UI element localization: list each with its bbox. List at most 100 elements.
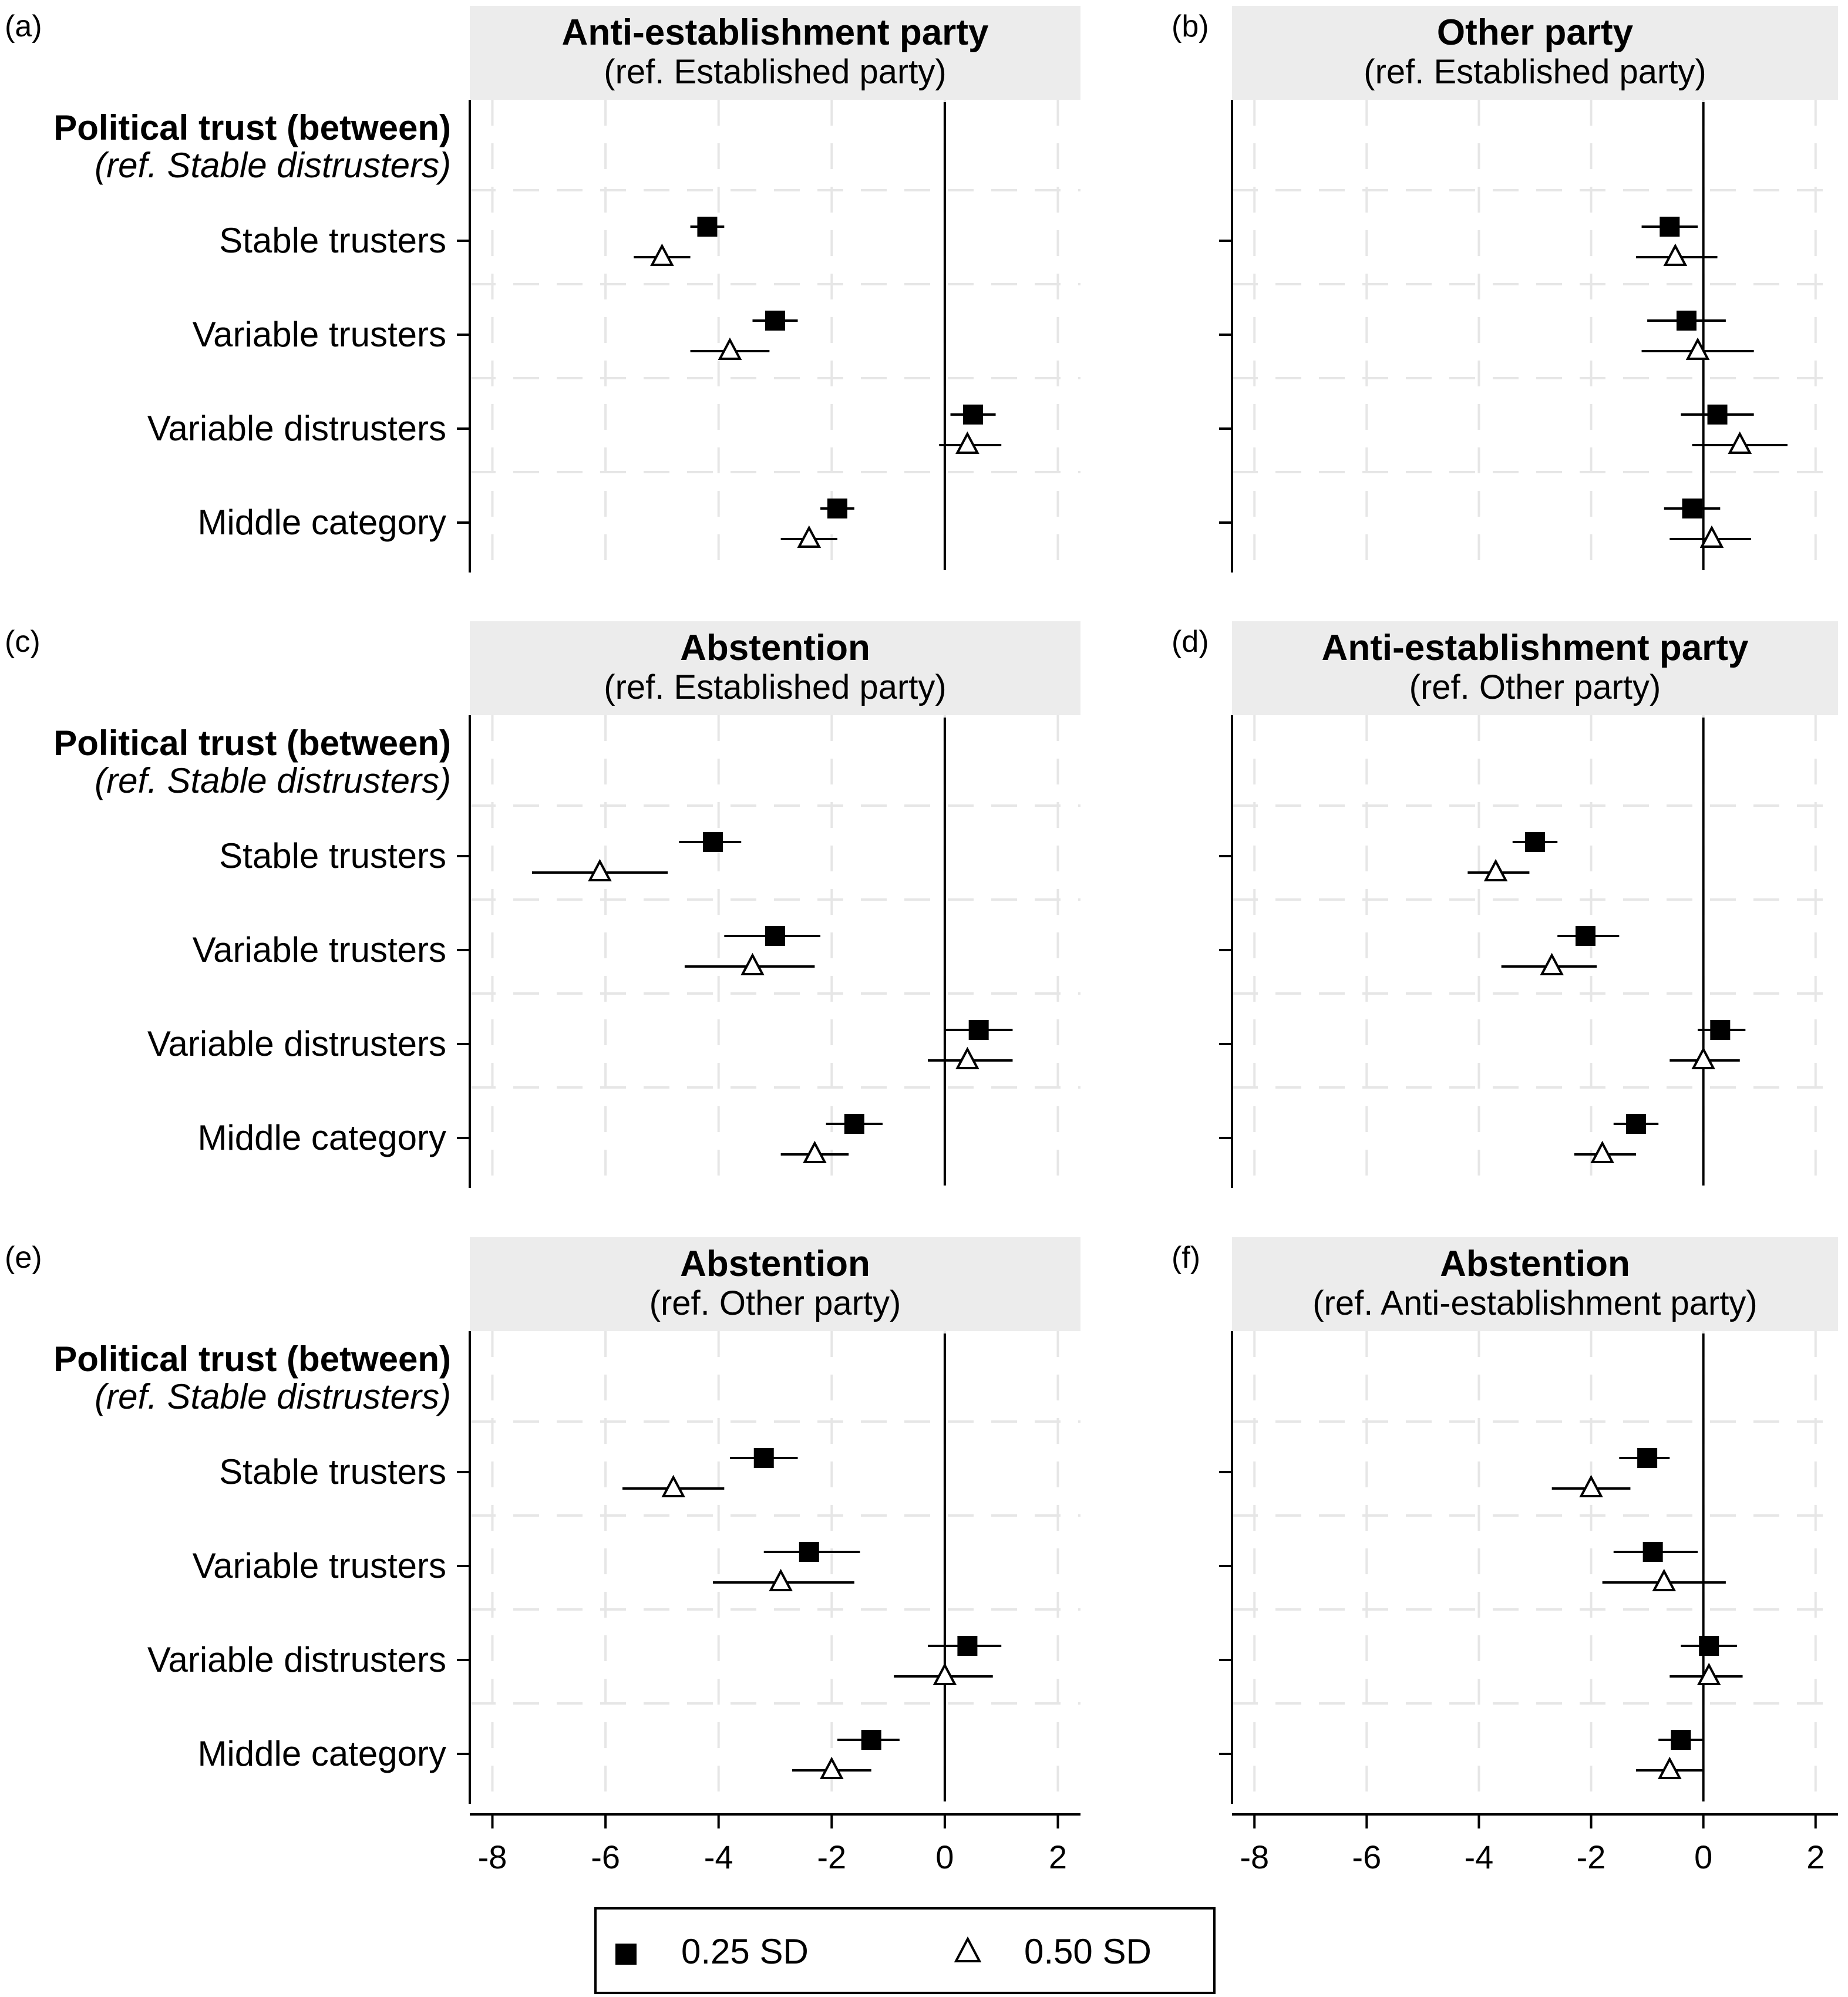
x-tick-label: -8: [1240, 1838, 1269, 1875]
panel-letter: (d): [1172, 625, 1209, 659]
point-marker-square: [697, 217, 718, 237]
panel-header-strip: [470, 621, 1080, 715]
point-marker-square: [1637, 1448, 1658, 1468]
point-marker-triangle: [797, 525, 822, 548]
panel-letter: (e): [5, 1241, 42, 1275]
point-marker-square: [1682, 499, 1702, 518]
x-tick-label: -8: [478, 1838, 507, 1875]
point-marker-triangle: [740, 952, 765, 975]
panel-title: Anti-establishment party: [1322, 628, 1749, 668]
y-group-label: Political trust (between): [53, 108, 451, 147]
point-marker-square: [799, 1542, 819, 1562]
point-marker-square: [1710, 1020, 1731, 1040]
y-tick-label: Variable trusters: [193, 930, 446, 969]
panel-letter: (c): [5, 625, 41, 659]
panel-title: Abstention: [680, 628, 870, 668]
x-tick-label: 0: [1694, 1838, 1712, 1875]
point-marker-square: [827, 499, 847, 518]
legend-square-marker: [615, 1944, 637, 1965]
point-marker-square: [1660, 217, 1680, 237]
panel-title: Abstention: [1440, 1244, 1630, 1284]
point-marker-square: [957, 1636, 978, 1656]
panel-title: Anti-establishment party: [562, 12, 989, 53]
point-marker-triangle: [955, 431, 979, 454]
y-tick-label: Variable trusters: [193, 315, 446, 354]
legend: 0.25 SD 0.50 SD: [594, 1907, 1216, 1994]
panel-subtitle: (ref. Other party): [1409, 668, 1661, 706]
panel-header-strip: [1232, 1237, 1838, 1331]
y-tick-label: Variable distrusters: [147, 1640, 446, 1679]
panel-subtitle: (ref. Established party): [604, 53, 946, 91]
point-marker-square: [1677, 311, 1696, 331]
point-marker-square: [1626, 1114, 1646, 1134]
panel-header-strip: [470, 6, 1080, 100]
panel-header-strip: [470, 1237, 1080, 1331]
point-marker-square: [1707, 405, 1728, 425]
point-marker-triangle: [1663, 243, 1688, 266]
y-tick-label: Variable distrusters: [147, 1024, 446, 1063]
point-marker-triangle: [1652, 1568, 1677, 1591]
y-tick-label: Variable distrusters: [147, 409, 446, 448]
panel-letter: (b): [1172, 9, 1209, 43]
point-marker-square: [765, 926, 785, 946]
panel-subtitle: (ref. Established party): [604, 668, 946, 706]
panel-letter: (f): [1172, 1241, 1200, 1275]
x-tick-label: 2: [1049, 1838, 1067, 1875]
x-tick-label: -2: [817, 1838, 846, 1875]
panel-a: (a) Anti-establishment party(ref. Establi…: [5, 6, 1080, 573]
x-tick-label: -4: [704, 1838, 733, 1875]
point-marker-square: [861, 1730, 881, 1750]
point-marker-triangle: [1658, 1756, 1682, 1779]
y-tick-label: Stable trusters: [219, 1452, 446, 1491]
point-marker-square: [1576, 926, 1595, 946]
point-marker-triangle: [803, 1140, 827, 1163]
legend-triangle-marker: [954, 1936, 982, 1962]
y-tick-label: Middle category: [197, 503, 446, 542]
point-marker-triangle: [933, 1662, 957, 1685]
point-marker-square: [968, 1020, 989, 1040]
point-marker-triangle: [1699, 525, 1724, 548]
point-marker-square: [703, 832, 723, 852]
panel-c: (c) Abstention(ref. Established party) Pol…: [5, 621, 1080, 1188]
x-tick-label: 0: [935, 1838, 954, 1875]
y-group-label: Political trust (between): [53, 1339, 451, 1379]
point-marker-triangle: [1590, 1140, 1614, 1163]
point-marker-triangle: [661, 1474, 685, 1497]
panel-title: Abstention: [680, 1244, 870, 1284]
x-tick-label: -4: [1465, 1838, 1494, 1875]
point-marker-triangle: [1685, 337, 1710, 360]
point-marker-square: [1699, 1636, 1719, 1656]
y-tick-label: Variable trusters: [193, 1546, 446, 1585]
point-marker-triangle: [1728, 431, 1752, 454]
point-marker-triangle: [1691, 1046, 1715, 1069]
x-tick-label: -2: [1577, 1838, 1606, 1875]
y-group-ref-label: (ref. Stable distrusters): [95, 1377, 451, 1416]
legend-label-050: 0.50 SD: [1024, 1932, 1152, 1971]
point-marker-square: [1671, 1730, 1691, 1750]
panel-header-strip: [1232, 621, 1838, 715]
y-tick-label: Middle category: [197, 1118, 446, 1157]
panel-f: (f) Abstention(ref. Anti-establishment pa…: [1172, 1237, 1838, 1875]
point-marker-triangle: [718, 337, 742, 360]
point-marker-triangle: [1579, 1474, 1603, 1497]
panel-subtitle: (ref. Anti-establishment party): [1312, 1284, 1758, 1322]
y-group-label: Political trust (between): [53, 723, 451, 763]
point-marker-triangle: [1696, 1662, 1721, 1685]
point-marker-square: [1525, 832, 1545, 852]
panel-header-strip: [1232, 6, 1838, 100]
point-marker-square: [963, 405, 984, 425]
y-group-ref-label: (ref. Stable distrusters): [95, 761, 451, 800]
panels: (a) Anti-establishment party(ref. Establi…: [5, 6, 1838, 1875]
panel-letter: (a): [5, 9, 42, 43]
panel-subtitle: (ref. Other party): [649, 1284, 901, 1322]
x-tick-label: -6: [591, 1838, 620, 1875]
point-marker-triangle: [819, 1756, 844, 1779]
legend-label-025: 0.25 SD: [681, 1932, 809, 1971]
point-marker-triangle: [1483, 858, 1508, 881]
point-marker-triangle: [650, 243, 674, 266]
point-marker-square: [765, 311, 785, 331]
panel-b: (b) Other party(ref. Established party): [1172, 6, 1838, 573]
x-tick-label: -6: [1352, 1838, 1381, 1875]
panel-subtitle: (ref. Established party): [1364, 53, 1706, 91]
